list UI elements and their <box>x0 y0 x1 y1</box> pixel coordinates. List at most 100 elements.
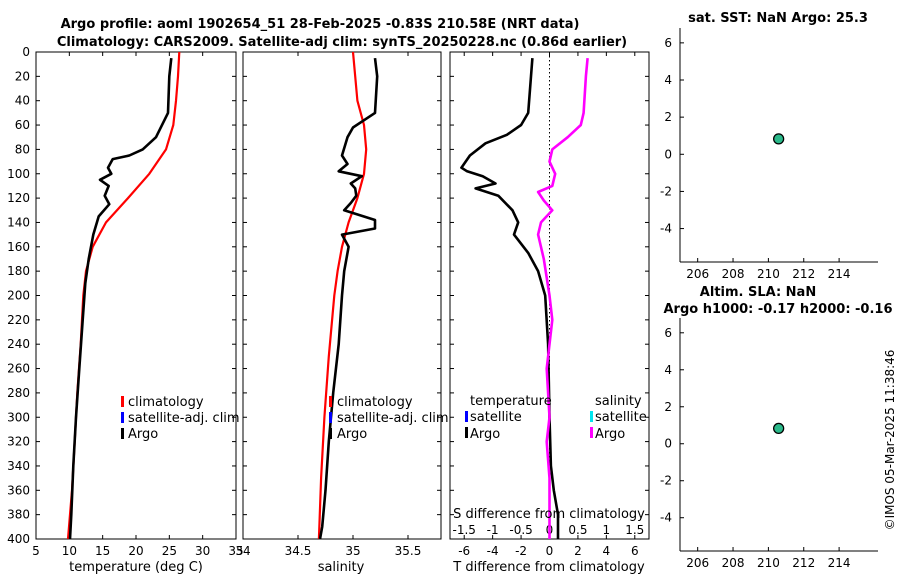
temperature-ytick-label: 20 <box>15 69 30 83</box>
figure-title-line1: Argo profile: aoml 1902654_51 28-Feb-202… <box>61 17 580 32</box>
legend-swatch-climatology <box>121 396 124 407</box>
temperature-ytick-label: 220 <box>7 313 30 327</box>
figure-title-line2: Climatology: CARS2009. Satellite-adj cli… <box>57 35 627 50</box>
difference-top-tick-label: -1.5 <box>453 523 476 537</box>
legend-swatch-satellite-adj <box>329 412 332 423</box>
difference-xlabel: T difference from climatology <box>452 560 645 575</box>
sst-xtick-label: 206 <box>686 267 709 281</box>
salinity-xtick-label: 35 <box>345 544 360 558</box>
temperature-xtick-label: 20 <box>128 544 143 558</box>
sst-ytick-label: -4 <box>660 222 672 236</box>
sla-title-line2: Argo h1000: -0.17 h2000: -0.16 <box>663 302 892 317</box>
sla-xtick-label: 210 <box>757 556 780 570</box>
temperature-axes-frame <box>35 51 237 540</box>
temperature-ytick-label: 320 <box>7 435 30 449</box>
temperature-series-argo <box>68 57 173 540</box>
temperature-ytick-label: 400 <box>7 532 30 546</box>
difference-xtick-label: -4 <box>487 544 499 558</box>
sla-axes: 206 208 210 212 214 -4 -2 0 2 4 6 <box>660 318 878 570</box>
temperature-xtick-label: 5 <box>32 544 40 558</box>
sst-ytick-label: 0 <box>664 147 672 161</box>
legend-heading-temperature: temperature <box>470 394 552 409</box>
legend-label-temperature-argo: Argo <box>470 427 500 442</box>
legend-label-salinity-satellite: satellite <box>595 410 647 425</box>
temperature-xtick-label: 15 <box>95 544 110 558</box>
legend-heading-salinity: salinity <box>595 394 642 409</box>
sla-xtick-label: 208 <box>722 556 745 570</box>
difference-top-tick-label: -1 <box>487 523 499 537</box>
copyright-label: ©IMOS 05-Mar-2025 11:38:46 <box>883 350 897 531</box>
legend-label-satellite-adj: satellite-adj. clim <box>128 411 240 426</box>
temperature-ytick-label: 120 <box>7 191 30 205</box>
legend-swatch-argo <box>121 428 124 439</box>
difference-xtick-label: 4 <box>603 544 611 558</box>
difference-top-tick-label: 1 <box>603 523 611 537</box>
legend-label-argo: Argo <box>337 427 367 442</box>
sla-ytick-label: 2 <box>664 400 672 414</box>
sst-xtick-label: 208 <box>722 267 745 281</box>
salinity-xtick-label: 34.5 <box>285 544 312 558</box>
sla-point <box>772 422 785 435</box>
salinity-xtick-label: 34 <box>235 544 250 558</box>
temperature-ytick-label: 180 <box>7 264 30 278</box>
difference-xtick-label: 2 <box>574 544 582 558</box>
difference-series-salinity-argo <box>536 57 589 539</box>
sla-xtick-label: 206 <box>686 556 709 570</box>
sst-xtick-label: 212 <box>792 267 815 281</box>
sst-xtick-label: 214 <box>828 267 851 281</box>
sla-ytick-label: -4 <box>660 511 672 525</box>
temperature-xtick-label: 30 <box>195 544 210 558</box>
legend-label-salinity-argo: Argo <box>595 427 625 442</box>
difference-top-tick-label: 1.5 <box>625 523 644 537</box>
difference-legend: temperature satellite Argo salinity sate… <box>465 394 647 442</box>
temperature-ytick-label: 160 <box>7 240 30 254</box>
sla-title-line1: Altim. SLA: NaN <box>700 285 816 300</box>
temperature-ytick-label: 260 <box>7 362 30 376</box>
sst-point <box>772 133 785 145</box>
temperature-ytick-label: 240 <box>7 337 30 351</box>
temperature-ytick-label: 280 <box>7 386 30 400</box>
salinity-series-climatology <box>317 51 368 540</box>
sst-title: sat. SST: NaN Argo: 25.3 <box>688 11 868 26</box>
legend-swatch-argo <box>329 428 332 439</box>
sla-ytick-label: 0 <box>664 437 672 451</box>
legend-swatch-salinity-argo <box>590 427 593 438</box>
temperature-ytick-label: 40 <box>15 94 30 108</box>
legend-swatch-salinity-satellite <box>590 411 593 422</box>
temperature-ytick-label: 380 <box>7 508 30 522</box>
sla-ytick-label: -2 <box>660 474 672 488</box>
difference-xtick-label: -2 <box>515 544 527 558</box>
temperature-ytick-label: 80 <box>15 142 30 156</box>
temperature-ytick-label: 360 <box>7 483 30 497</box>
sst-axes: 206 208 210 212 214 -4 -2 0 2 4 6 <box>660 28 878 281</box>
difference-xlabel-top: S difference from climatology <box>453 507 645 522</box>
temperature-xtick-label: 10 <box>62 544 77 558</box>
temperature-ytick-label: 60 <box>15 118 30 132</box>
sst-ytick-label: 6 <box>664 36 672 50</box>
temperature-xtick-label: 35 <box>228 544 243 558</box>
salinity-legend: climatology satellite-adj. clim Argo <box>329 395 449 442</box>
salinity-series-argo <box>318 57 379 540</box>
temperature-ytick-label: 200 <box>7 289 30 303</box>
sla-ytick-label: 6 <box>664 326 672 340</box>
sla-xtick-label: 214 <box>828 556 851 570</box>
salinity-xtick-label: 35.5 <box>395 544 422 558</box>
salinity-axes: 34 34.5 35 35.5 <box>235 51 442 558</box>
legend-swatch-climatology <box>329 396 332 407</box>
sla-ytick-label: 4 <box>664 363 672 377</box>
sla-xtick-label: 212 <box>792 556 815 570</box>
sst-ytick-label: 2 <box>664 110 672 124</box>
difference-xtick-label: 0 <box>546 544 554 558</box>
temperature-ytick-label: 300 <box>7 410 30 424</box>
temperature-axes: 5 10 15 20 25 30 35 0 20 40 60 80 100 120 140 160 180 200… <box>7 45 244 558</box>
difference-axes: -6 -4 -2 0 2 4 6-1.5 -1 -0.5 0 0.5 1 1.5 <box>449 51 650 558</box>
difference-xtick-label: 6 <box>631 544 639 558</box>
sst-ytick-label: -2 <box>660 184 672 198</box>
difference-top-tick-label: -0.5 <box>509 523 532 537</box>
temperature-ytick-label: 0 <box>22 45 30 59</box>
legend-label-climatology: climatology <box>128 395 204 410</box>
salinity-xlabel: salinity <box>318 560 365 575</box>
legend-swatch-temperature-satellite <box>465 411 468 422</box>
legend-label-argo: Argo <box>128 427 158 442</box>
